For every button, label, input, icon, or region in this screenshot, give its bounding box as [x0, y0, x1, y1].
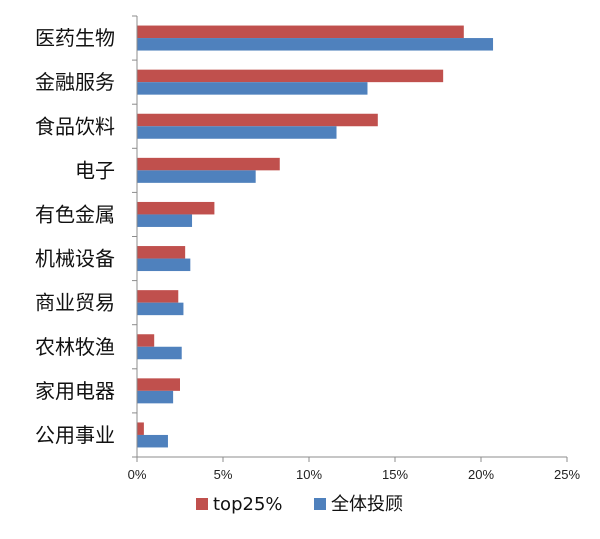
x-tick-label: 10%	[296, 467, 322, 482]
legend-swatch-top25	[196, 498, 208, 510]
bar-top25-3	[137, 157, 280, 171]
bar-all-advisors-0	[137, 38, 494, 51]
bar-all-advisors-5	[137, 258, 191, 272]
category-label: 医药生物	[35, 26, 115, 50]
category-label: 家用电器	[35, 379, 115, 403]
bar-all-advisors-4	[137, 214, 193, 227]
bar-top25-9	[137, 422, 144, 435]
category-label: 公用事业	[35, 423, 115, 447]
category-label: 食品饮料	[35, 114, 115, 138]
bar-top25-1	[137, 69, 444, 83]
bar-all-advisors-6	[137, 302, 184, 316]
x-tick-label: 5%	[214, 467, 233, 482]
axes	[132, 15, 568, 462]
bar-top25-6	[137, 290, 179, 303]
bar-all-advisors-1	[137, 82, 368, 95]
bar-all-advisors-9	[137, 434, 168, 448]
bar-top25-4	[137, 201, 215, 215]
x-tick-label: 15%	[382, 467, 408, 482]
x-tick-label: 20%	[468, 467, 494, 482]
bar-top25-2	[137, 113, 378, 127]
bar-all-advisors-8	[137, 390, 174, 404]
legend-label-top25: top25%	[213, 494, 283, 515]
category-label: 农林牧渔	[35, 335, 115, 359]
category-label: 商业贸易	[35, 291, 115, 315]
bar-all-advisors-2	[137, 126, 337, 139]
bar-top25-8	[137, 378, 180, 391]
legend: top25% 全体投顾	[196, 494, 403, 515]
category-label: 有色金属	[35, 202, 115, 226]
bar-top25-0	[137, 25, 464, 39]
bar-all-advisors-3	[137, 170, 256, 183]
bar-top25-5	[137, 246, 186, 259]
x-tick-label: 0%	[128, 467, 147, 482]
bars-layer	[137, 25, 494, 448]
category-label: 金融服务	[35, 70, 115, 94]
bar-top25-7	[137, 334, 155, 347]
legend-label-all-advisors: 全体投顾	[331, 494, 403, 515]
category-label: 机械设备	[35, 247, 115, 271]
category-label: 电子	[75, 158, 115, 182]
bar-all-advisors-7	[137, 346, 182, 360]
x-tick-labels: 0% 5% 10% 15% 20% 25%	[128, 467, 581, 482]
legend-swatch-all-advisors	[314, 498, 326, 510]
x-tick-label: 25%	[554, 467, 580, 482]
